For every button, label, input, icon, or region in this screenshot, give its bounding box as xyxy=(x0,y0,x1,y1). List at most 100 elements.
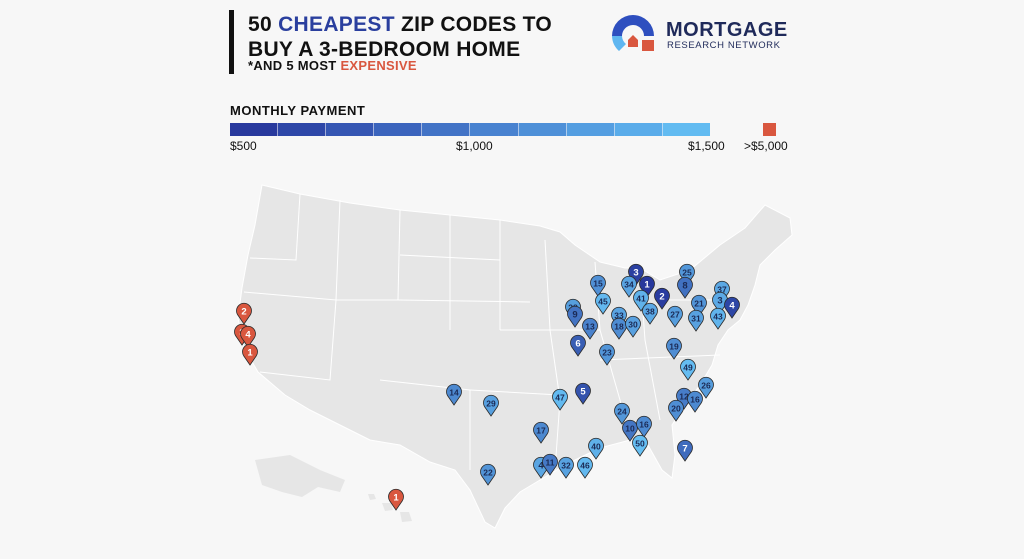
marker-rank-label: 1 xyxy=(393,492,399,503)
marker-rank-label: 47 xyxy=(555,392,565,402)
marker-rank-label: 2 xyxy=(241,306,246,317)
cheap-zip-marker[interactable]: 41 xyxy=(633,289,649,312)
cheap-zip-marker[interactable]: 38 xyxy=(642,302,658,325)
cheap-zip-marker[interactable]: 7 xyxy=(677,439,693,462)
marker-pin xyxy=(687,390,703,413)
cheap-zip-marker[interactable]: 43 xyxy=(710,307,726,330)
marker-pin xyxy=(666,337,682,360)
marker-pin xyxy=(724,296,740,319)
cheap-zip-marker[interactable]: 13 xyxy=(582,317,598,340)
chart-subtitle: *AND 5 MOST EXPENSIVE xyxy=(248,58,417,73)
marker-pin xyxy=(680,358,696,381)
marker-pin xyxy=(710,307,726,330)
cheap-zip-marker[interactable]: 16 xyxy=(636,415,652,438)
cheap-zip-marker[interactable]: 26 xyxy=(698,376,714,399)
marker-pin xyxy=(533,421,549,444)
marker-rank-label: 30 xyxy=(628,319,638,329)
cheap-zip-marker[interactable]: 30 xyxy=(625,315,641,338)
legend-color-scale xyxy=(230,123,710,136)
cheap-zip-marker[interactable]: 2 xyxy=(654,287,670,310)
cheap-zip-marker[interactable]: 10 xyxy=(622,419,638,442)
cheap-zip-marker[interactable]: 4 xyxy=(724,296,740,319)
marker-pin xyxy=(625,315,641,338)
cheap-zip-marker[interactable]: 9 xyxy=(567,305,583,328)
marker-pin xyxy=(483,394,499,417)
expensive-zip-marker[interactable]: 4 xyxy=(240,325,256,348)
marker-pin xyxy=(480,463,496,486)
hawaii xyxy=(368,494,412,522)
cheap-zip-marker[interactable]: 1 xyxy=(639,275,655,298)
cheap-zip-marker[interactable]: 17 xyxy=(533,421,549,444)
marker-rank-label: 29 xyxy=(486,398,496,408)
cheap-zip-marker[interactable]: 27 xyxy=(667,305,683,328)
cheap-zip-marker[interactable]: 22 xyxy=(480,463,496,486)
cheap-zip-marker[interactable]: 11 xyxy=(542,453,558,476)
cheap-zip-marker[interactable]: 45 xyxy=(595,292,611,315)
marker-pin xyxy=(621,275,637,298)
marker-rank-label: 2 xyxy=(659,291,664,302)
expensive-zip-marker[interactable]: 2 xyxy=(236,302,252,325)
subtitle-accent: EXPENSIVE xyxy=(340,58,417,73)
cheap-zip-marker[interactable]: 47 xyxy=(552,388,568,411)
marker-rank-label: 14 xyxy=(449,387,459,397)
cheap-zip-marker[interactable]: 29 xyxy=(483,394,499,417)
legend-expensive-swatch xyxy=(763,123,776,136)
cheap-zip-marker[interactable]: 8 xyxy=(677,276,693,299)
cheap-zip-marker[interactable]: 16 xyxy=(687,390,703,413)
legend-segment xyxy=(278,123,327,136)
cheap-zip-marker[interactable]: 50 xyxy=(632,434,648,457)
marker-rank-label: 26 xyxy=(701,380,711,390)
marker-pin xyxy=(552,388,568,411)
marker-rank-label: 17 xyxy=(536,425,546,435)
marker-rank-label: 43 xyxy=(713,311,723,321)
cheap-zip-marker[interactable]: 34 xyxy=(621,275,637,298)
marker-pin xyxy=(677,276,693,299)
title-prefix: 50 xyxy=(248,13,279,36)
cheap-zip-marker[interactable]: 25 xyxy=(679,263,695,286)
expensive-zip-marker-hawaii[interactable]: 1 xyxy=(388,488,404,511)
marker-pin xyxy=(633,289,649,312)
marker-rank-label: 9 xyxy=(572,309,577,320)
marker-pin xyxy=(654,287,670,310)
legend-title: MONTHLY PAYMENT xyxy=(230,103,366,118)
cheap-zip-marker[interactable]: 37 xyxy=(714,280,730,303)
marker-rank-label: 20 xyxy=(671,403,681,413)
marker-rank-label: 22 xyxy=(483,467,493,477)
cheap-zip-marker[interactable]: 15 xyxy=(590,274,606,297)
subtitle-prefix: *AND 5 MOST xyxy=(248,58,341,73)
marker-pin xyxy=(632,434,648,457)
cheap-zip-marker[interactable]: 14 xyxy=(446,383,462,406)
cheap-zip-marker[interactable]: 40 xyxy=(588,437,604,460)
cheap-zip-marker[interactable]: 31 xyxy=(688,309,704,332)
expensive-zip-marker[interactable]: 1 xyxy=(242,343,258,366)
marker-pin xyxy=(240,325,256,348)
legend-tick-max: $1,500 xyxy=(688,139,725,153)
cheap-zip-marker[interactable]: 20 xyxy=(668,399,684,422)
marker-pin xyxy=(639,275,655,298)
marker-rank-label: 1 xyxy=(644,279,650,290)
marker-rank-label: 24 xyxy=(617,406,627,416)
cheap-zip-marker[interactable]: 24 xyxy=(614,402,630,425)
cheap-zip-marker[interactable]: 19 xyxy=(666,337,682,360)
marker-rank-label: 10 xyxy=(625,423,635,433)
cheap-zip-marker[interactable]: 6 xyxy=(570,334,586,357)
cheap-zip-marker[interactable]: 3 xyxy=(628,263,644,286)
marker-pin xyxy=(688,309,704,332)
cheap-zip-marker[interactable]: 49 xyxy=(680,358,696,381)
cheap-zip-marker[interactable]: 46 xyxy=(577,456,593,479)
cheap-zip-marker[interactable]: 33 xyxy=(611,306,627,329)
cheap-zip-marker[interactable]: 5 xyxy=(575,382,591,405)
legend-segment xyxy=(566,123,615,136)
marker-pin xyxy=(595,292,611,315)
marker-rank-label: 8 xyxy=(682,280,687,291)
marker-rank-label: 7 xyxy=(682,443,687,454)
cheap-zip-marker[interactable]: 32 xyxy=(558,456,574,479)
legend-segment xyxy=(230,123,279,136)
legend-segment xyxy=(518,123,567,136)
legend-tick-min: $500 xyxy=(230,139,257,153)
marker-rank-label: 41 xyxy=(636,293,646,303)
cheap-zip-marker[interactable]: 21 xyxy=(691,294,707,317)
marker-pin xyxy=(575,382,591,405)
cheap-zip-marker[interactable]: 23 xyxy=(599,343,615,366)
